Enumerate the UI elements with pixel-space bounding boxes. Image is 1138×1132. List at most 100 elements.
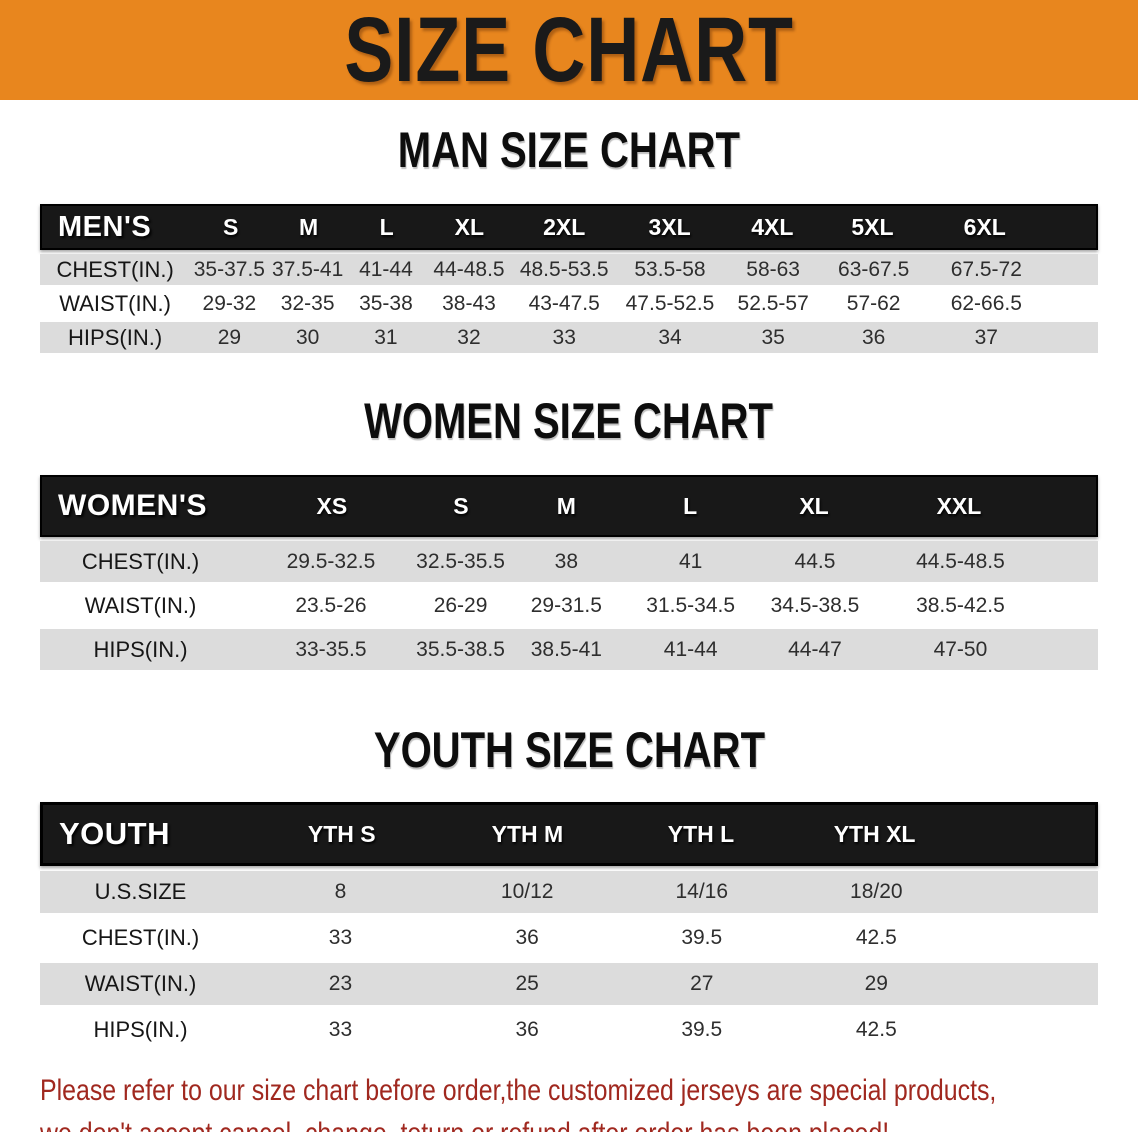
size-value: 67.5-72	[950, 257, 1022, 281]
row-label: WAIST(IN.)	[84, 592, 197, 618]
youth-col-yth-l: YTH L	[667, 820, 735, 847]
size-value: 23	[328, 972, 353, 995]
women-section-heading: WOMEN SIZE CHART	[0, 393, 1138, 459]
row-label: CHEST(IN.)	[81, 548, 200, 574]
row-label: HIPS(IN.)	[93, 1017, 188, 1042]
size-value: 52.5-57	[737, 291, 809, 315]
womens-row-waist-in: WAIST(IN.) 23.5-26 26-29 29-31.5 31.5-34.5 34…	[40, 585, 1098, 626]
size-value: 39.5	[681, 926, 723, 949]
size-value: 10/12	[500, 880, 554, 903]
mens-col-s: S	[222, 213, 239, 240]
size-value: 31.5-34.5	[646, 593, 736, 617]
size-value: 35	[761, 325, 785, 349]
size-value: 58-63	[746, 257, 800, 281]
size-value: 57-62	[846, 291, 901, 315]
size-value: 31	[374, 325, 398, 349]
womens-col-l: L	[683, 492, 698, 519]
youth-row-waist-in: WAIST(IN.) 23 25 27 29	[40, 963, 1098, 1005]
size-value: 18/20	[850, 880, 903, 903]
size-value: 38-43	[442, 291, 496, 315]
womens-row-chest-in: CHEST(IN.) 29.5-32.5 32.5-35.5 38 41 44.5 44.5…	[40, 541, 1098, 582]
row-label: WAIST(IN.)	[59, 290, 171, 316]
size-value: 41-44	[663, 637, 718, 661]
youth-corner-label: YOUTH	[59, 816, 170, 851]
mens-col-xl: XL	[454, 213, 485, 240]
size-value: 32	[457, 325, 481, 349]
order-policy-line-2: we don't accept cancel, change, teturn o…	[40, 1112, 951, 1132]
womens-header-row: WOMEN'S XS S M L XL XXL	[40, 475, 1098, 537]
size-value: 38.5-42.5	[916, 593, 1005, 617]
womens-col-xl: XL	[799, 492, 829, 519]
womens-col-s: S	[453, 492, 469, 519]
youth-header-row: YOUTH YTH S YTH M YTH L YTH XL	[40, 802, 1098, 866]
size-value: 25	[515, 972, 539, 995]
womens-corner-label: WOMEN'S	[58, 489, 207, 522]
size-value: 44.5-48.5	[916, 549, 1005, 573]
size-value: 36	[515, 1018, 539, 1041]
size-value: 44-48.5	[433, 257, 505, 281]
row-label: WAIST(IN.)	[84, 971, 197, 996]
youth-size-table: YOUTH YTH S YTH M YTH L YTH XL U.S.SIZE 8 10/12…	[40, 802, 1098, 1051]
size-value: 33	[328, 1018, 353, 1041]
womens-row-hips-in: HIPS(IN.) 33-35.5 35.5-38.5 38.5-41 41-44 44-…	[40, 629, 1098, 670]
womens-col-xxl: XXL	[936, 492, 982, 519]
womens-size-table: WOMEN'S XS S M L XL XXL CHEST(IN.) 29.5-32.5 32.5…	[40, 475, 1098, 670]
size-value: 42.5	[855, 926, 897, 949]
youth-row-hips-in: HIPS(IN.) 33 36 39.5 42.5	[40, 1009, 1098, 1051]
size-value: 14/16	[675, 880, 729, 903]
mens-row-chest-in: CHEST(IN.) 35-37.5 37.5-41 41-44 44-48.5 48.5…	[40, 254, 1098, 285]
mens-col-6xl: 6XL	[963, 213, 1006, 240]
size-value: 29.5-32.5	[286, 549, 376, 573]
size-value: 43-47.5	[528, 291, 600, 315]
youth-section-heading: YOUTH SIZE CHART	[0, 722, 1138, 788]
size-value: 47.5-52.5	[625, 291, 715, 315]
section-youth: YOUTH SIZE CHART YOUTH YTH S YTH M YTH L YTH…	[0, 722, 1138, 1051]
size-value: 37	[974, 325, 998, 349]
youth-col-yth-xl: YTH XL	[833, 820, 916, 847]
youth-col-yth-m: YTH M	[491, 820, 564, 847]
size-value: 39.5	[681, 1018, 723, 1041]
size-value: 44.5	[794, 549, 836, 573]
size-value: 29-32	[202, 291, 257, 315]
size-value: 33	[552, 325, 576, 349]
mens-header-row: MEN'S S M L XL 2XL 3XL 4XL 5XL 6XL	[40, 204, 1098, 250]
youth-row-chest-in: CHEST(IN.) 33 36 39.5 42.5	[40, 917, 1098, 959]
youth-col-yth-s: YTH S	[307, 820, 376, 847]
womens-col-m: M	[556, 492, 576, 519]
section-women: WOMEN SIZE CHART WOMEN'S XS S M L XL XXL CHEST(…	[0, 393, 1138, 670]
banner: SIZE CHART	[0, 0, 1138, 100]
mens-col-2xl: 2XL	[543, 213, 586, 240]
size-value: 63-67.5	[838, 257, 910, 281]
page-title: SIZE CHART	[344, 0, 794, 101]
size-value: 23.5-26	[295, 593, 367, 617]
section-men: MAN SIZE CHART MEN'S S M L XL 2XL 3XL 4XL 5XL 6XL…	[0, 122, 1138, 353]
mens-col-m: M	[299, 213, 319, 240]
row-label: HIPS(IN.)	[68, 324, 163, 350]
size-value: 32-35	[280, 291, 335, 315]
size-value: 44-47	[788, 637, 842, 661]
size-value: 35-38	[359, 291, 413, 315]
order-policy-note: Please refer to our size chart before or…	[40, 1069, 1138, 1132]
size-value: 30	[295, 325, 320, 349]
women-section-heading-text: WOMEN SIZE CHART	[364, 393, 774, 449]
mens-corner-label: MEN'S	[58, 210, 152, 243]
size-value: 36	[515, 926, 539, 949]
mens-col-l: L	[379, 213, 394, 240]
row-label: CHEST(IN.)	[56, 256, 174, 282]
size-value: 34	[658, 325, 682, 349]
order-policy-line-1: Please refer to our size chart before or…	[40, 1074, 997, 1107]
mens-row-hips-in: HIPS(IN.) 29 30 31 32 33 34 35 36 37	[40, 322, 1098, 353]
size-value: 29	[864, 972, 888, 995]
size-value: 38	[554, 549, 579, 573]
size-value: 41-44	[359, 257, 413, 281]
youth-section-heading-text: YOUTH SIZE CHART	[373, 722, 765, 778]
size-value: 48.5-53.5	[519, 257, 609, 281]
size-value: 26-29	[433, 593, 488, 617]
row-label: HIPS(IN.)	[93, 636, 188, 662]
size-value: 41	[678, 549, 703, 573]
size-value: 62-66.5	[950, 291, 1022, 315]
size-value: 37.5-41	[272, 257, 344, 281]
size-value: 42.5	[855, 1018, 897, 1041]
row-label: CHEST(IN.)	[81, 925, 200, 950]
size-value: 33	[328, 926, 353, 949]
